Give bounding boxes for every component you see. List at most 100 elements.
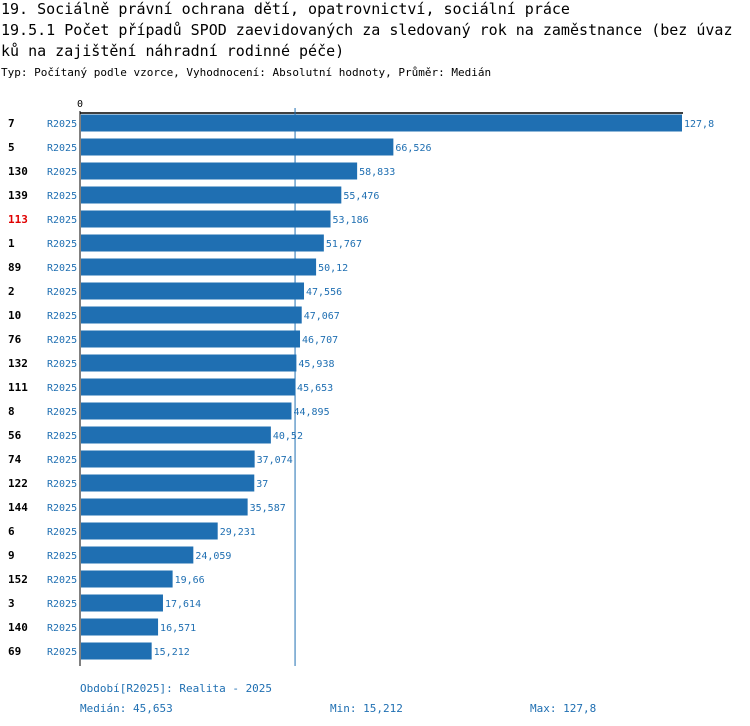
bar xyxy=(81,474,255,492)
value-label: 47,067 xyxy=(304,311,340,322)
bar xyxy=(81,306,302,324)
value-label: 55,476 xyxy=(343,191,379,202)
chart-title-line2: 19.5.1 Počet případů SPOD zaevidovaných … xyxy=(1,21,733,39)
category-label: 5 xyxy=(8,141,15,154)
value-label: 47,556 xyxy=(306,287,342,298)
value-label: 15,212 xyxy=(154,647,190,658)
series-label: R2025 xyxy=(47,215,77,226)
series-label: R2025 xyxy=(47,575,77,586)
series-label: R2025 xyxy=(47,191,77,202)
category-label: 76 xyxy=(8,333,22,346)
value-label: 35,587 xyxy=(250,503,286,514)
value-label: 40,52 xyxy=(273,431,303,442)
series-label: R2025 xyxy=(47,431,77,442)
value-label: 44,895 xyxy=(293,407,329,418)
category-label: 132 xyxy=(8,357,28,370)
footer-max: Max: 127,8 xyxy=(530,702,597,715)
category-label: 10 xyxy=(8,309,21,322)
bar xyxy=(81,210,331,228)
bar xyxy=(81,138,394,156)
bar xyxy=(81,522,218,540)
category-label: 152 xyxy=(8,573,28,586)
series-label: R2025 xyxy=(47,455,77,466)
bar xyxy=(81,330,301,348)
value-label: 29,231 xyxy=(220,527,256,538)
category-label: 2 xyxy=(8,285,15,298)
series-label: R2025 xyxy=(47,287,77,298)
footer-median: Medián: 45,653 xyxy=(80,702,173,715)
axis-zero-label: 0 xyxy=(77,99,83,110)
bar xyxy=(81,642,152,660)
value-label: 50,12 xyxy=(318,263,348,274)
series-label: R2025 xyxy=(47,551,77,562)
value-label: 51,767 xyxy=(326,239,362,250)
series-label: R2025 xyxy=(47,311,77,322)
category-label: 7 xyxy=(8,117,15,130)
bar xyxy=(81,114,682,132)
category-label: 1 xyxy=(8,237,15,250)
bar xyxy=(81,162,358,180)
category-label: 144 xyxy=(8,501,28,514)
bar xyxy=(81,282,305,300)
series-label: R2025 xyxy=(47,527,77,538)
series-label: R2025 xyxy=(47,143,77,154)
value-label: 17,614 xyxy=(165,599,201,610)
series-label: R2025 xyxy=(47,335,77,346)
series-label: R2025 xyxy=(47,167,77,178)
category-label: 111 xyxy=(8,381,28,394)
bar xyxy=(81,546,194,564)
series-label: R2025 xyxy=(47,407,77,418)
series-label: R2025 xyxy=(47,359,77,370)
series-label: R2025 xyxy=(47,119,77,130)
series-label: R2025 xyxy=(47,239,77,250)
series-label: R2025 xyxy=(47,263,77,274)
series-label: R2025 xyxy=(47,647,77,658)
category-label: 130 xyxy=(8,165,28,178)
category-label: 69 xyxy=(8,645,21,658)
chart-title-line1: 19. Sociálně právní ochrana dětí, opatro… xyxy=(1,0,570,18)
category-label: 9 xyxy=(8,549,15,562)
category-label: 140 xyxy=(8,621,28,634)
series-label: R2025 xyxy=(47,383,77,394)
footer-period: Období[R2025]: Realita - 2025 xyxy=(80,682,273,695)
bar xyxy=(81,450,255,468)
category-label: 56 xyxy=(8,429,22,442)
value-label: 45,653 xyxy=(297,383,333,394)
footer-min: Min: 15,212 xyxy=(330,702,403,715)
bar xyxy=(81,402,292,420)
category-label: 113 xyxy=(8,213,28,226)
series-label: R2025 xyxy=(47,503,77,514)
value-label: 16,571 xyxy=(160,623,196,634)
value-label: 19,66 xyxy=(175,575,205,586)
value-label: 37,074 xyxy=(257,455,293,466)
category-label: 8 xyxy=(8,405,15,418)
bar xyxy=(81,186,342,204)
series-label: R2025 xyxy=(47,599,77,610)
category-label: 74 xyxy=(8,453,22,466)
category-label: 139 xyxy=(8,189,28,202)
chart-subtitle: Typ: Počítaný podle vzorce, Vyhodnocení:… xyxy=(1,66,492,79)
value-label: 37 xyxy=(256,479,268,490)
series-label: R2025 xyxy=(47,479,77,490)
category-label: 122 xyxy=(8,477,28,490)
bar xyxy=(81,570,173,588)
chart-title-line3: ků na zajištění náhradní rodinné péče) xyxy=(1,42,345,60)
bar xyxy=(81,426,271,444)
value-label: 58,833 xyxy=(359,167,395,178)
bar xyxy=(81,618,159,636)
bar xyxy=(81,234,324,252)
bar xyxy=(81,354,297,372)
category-label: 3 xyxy=(8,597,15,610)
value-label: 127,8 xyxy=(684,119,714,130)
value-label: 66,526 xyxy=(395,143,431,154)
value-label: 45,938 xyxy=(298,359,334,370)
bar xyxy=(81,594,163,612)
category-label: 6 xyxy=(8,525,15,538)
value-label: 24,059 xyxy=(195,551,231,562)
category-label: 89 xyxy=(8,261,21,274)
bar xyxy=(81,378,296,396)
value-label: 53,186 xyxy=(333,215,369,226)
bar xyxy=(81,258,317,276)
value-label: 46,707 xyxy=(302,335,338,346)
